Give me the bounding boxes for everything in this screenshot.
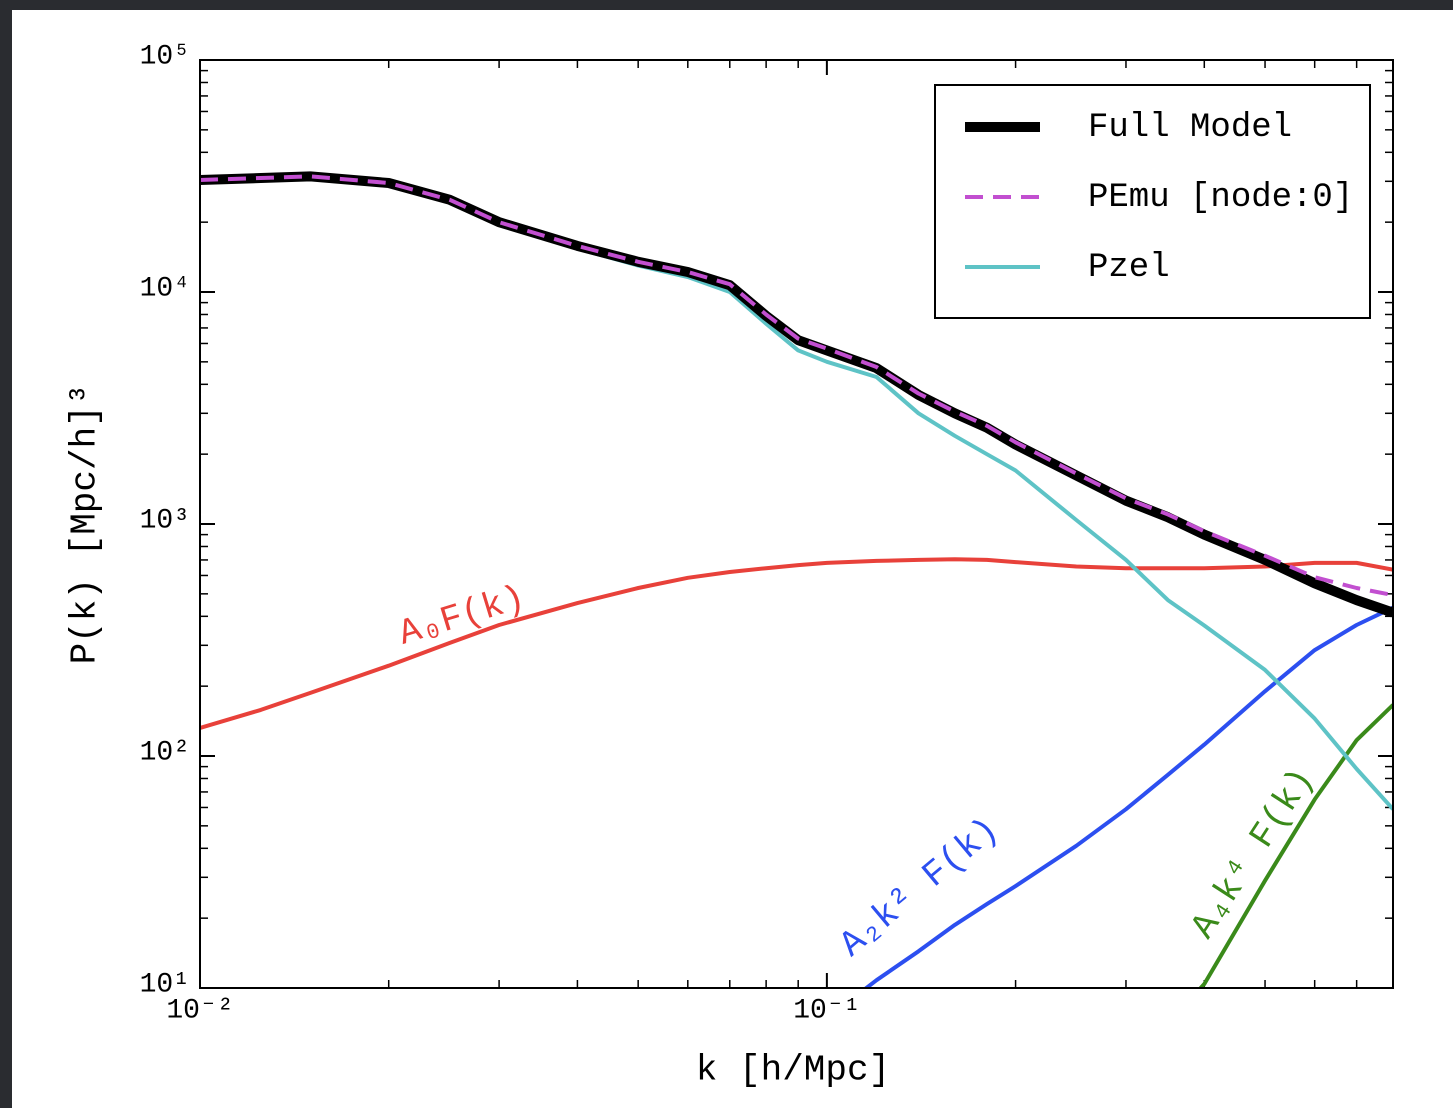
series-line: [200, 174, 1393, 598]
y-tick-label: 10²: [140, 737, 190, 768]
y-tick-label: 10⁴: [140, 273, 190, 304]
legend-label: Pzel: [1088, 249, 1170, 287]
legend-label: Full Model: [1088, 109, 1292, 147]
curve-label: A₄k⁴ F(k): [1183, 761, 1323, 946]
y-tick-label: 10⁵: [140, 41, 190, 72]
curve-label: A₂k² F(k): [832, 809, 1007, 965]
plot-frame: [199, 59, 1394, 989]
legend-label: PEmu [node:0]: [1088, 179, 1353, 217]
curve-label: A₀F(k): [394, 578, 530, 655]
y-tick-label: 10¹: [140, 969, 190, 1000]
x-axis-label: k [h/Mpc]: [696, 1050, 890, 1091]
series-line: [1197, 703, 1393, 988]
series-line: [863, 605, 1393, 988]
plot-lines: [200, 171, 1393, 988]
x-tick-label: 10⁻¹: [793, 995, 860, 1026]
series-line: [200, 557, 1393, 730]
y-axis-label: P(k) [Mpc/h]³: [65, 384, 106, 665]
y-tick-label: 10³: [140, 505, 190, 536]
x-tick-label: 10⁻²: [166, 995, 233, 1026]
